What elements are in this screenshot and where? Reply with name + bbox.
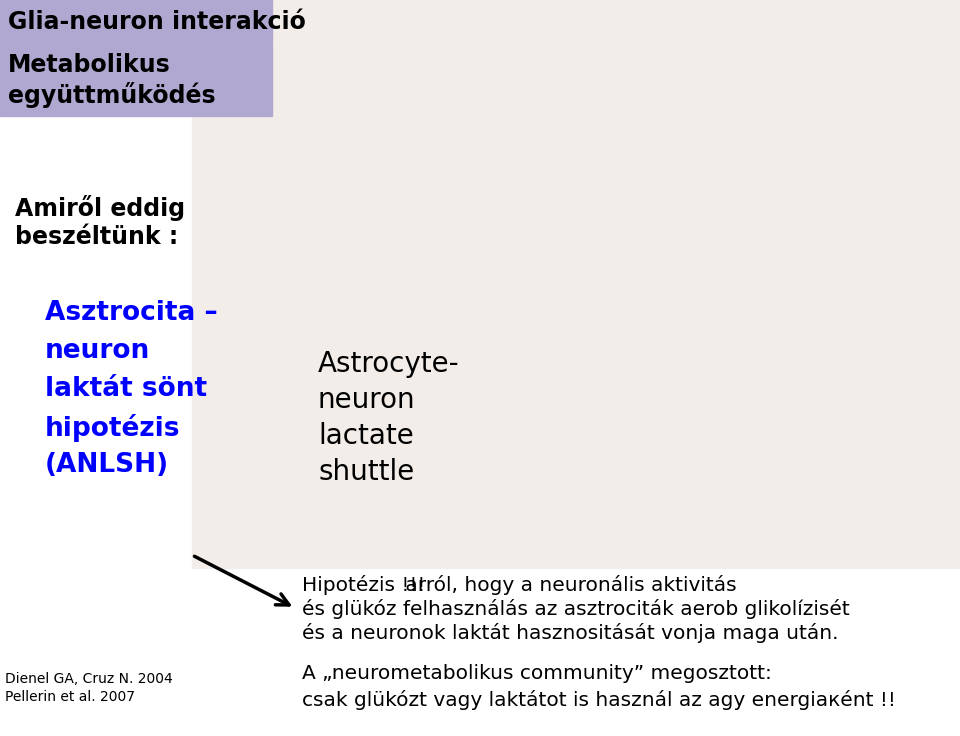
Text: csak glükózt vagy laktátot is használ az agy energiакént !!: csak glükózt vagy laktátot is használ az…: [302, 690, 896, 710]
Text: lactate: lactate: [318, 422, 414, 450]
Text: és glükóz felhasználás az asztrociták aerob glikolízisét: és glükóz felhasználás az asztrociták ae…: [302, 599, 850, 619]
Text: arról, hogy a neuronális aktivitás: arról, hogy a neuronális aktivitás: [399, 575, 736, 595]
Text: Pellerin et al. 2007: Pellerin et al. 2007: [5, 690, 135, 704]
Text: (ANLSH): (ANLSH): [45, 452, 169, 478]
Text: laktát sönt: laktát sönt: [45, 376, 207, 402]
Text: Glia-neuron interakció: Glia-neuron interakció: [8, 10, 306, 34]
Bar: [192, 0, 960, 568]
Text: Hipotézis !!!: Hipotézis !!!: [302, 575, 425, 595]
Text: neuron: neuron: [45, 338, 151, 364]
Text: A „neurometabolikus community” megosztott:: A „neurometabolikus community” megosztot…: [302, 664, 772, 683]
Text: együttműködés: együttműködés: [8, 82, 216, 108]
Text: Asztrocita –: Asztrocita –: [45, 300, 218, 326]
Text: Amiről eddig: Amiről eddig: [15, 195, 185, 221]
Text: Metabolikus: Metabolikus: [8, 53, 171, 77]
Text: Astrocyte-: Astrocyte-: [318, 350, 460, 378]
Text: shuttle: shuttle: [318, 458, 415, 486]
Bar: [0, 44, 272, 116]
Text: Dienel GA, Cruz N. 2004: Dienel GA, Cruz N. 2004: [5, 672, 173, 686]
Text: neuron: neuron: [318, 386, 416, 414]
Text: és a neuronok laktát hasznositását vonja maga után.: és a neuronok laktát hasznositását vonja…: [302, 623, 838, 643]
Bar: [0, 0, 272, 43]
Text: hipotézis: hipotézis: [45, 414, 180, 442]
Text: beszéltünk :: beszéltünk :: [15, 225, 179, 249]
